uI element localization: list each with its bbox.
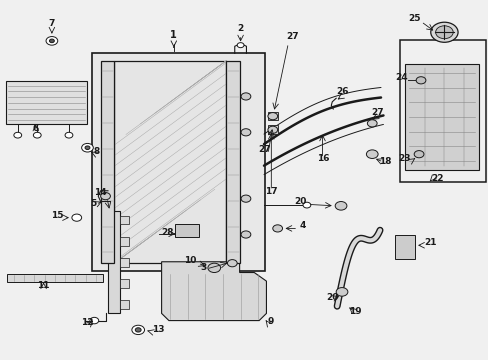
Circle shape bbox=[366, 150, 377, 158]
Bar bbox=[267, 112, 277, 121]
Text: 14: 14 bbox=[94, 188, 107, 197]
Text: 27: 27 bbox=[370, 108, 383, 117]
Circle shape bbox=[33, 132, 41, 138]
Circle shape bbox=[366, 120, 376, 127]
Circle shape bbox=[81, 143, 93, 152]
Text: 19: 19 bbox=[348, 307, 361, 316]
Text: 26: 26 bbox=[335, 87, 347, 96]
Text: 22: 22 bbox=[430, 174, 443, 183]
Bar bbox=[226, 60, 240, 263]
Circle shape bbox=[334, 202, 346, 210]
Text: 11: 11 bbox=[37, 281, 50, 290]
Text: 2: 2 bbox=[237, 24, 243, 33]
Bar bbox=[405, 64, 478, 170]
Circle shape bbox=[227, 260, 237, 267]
Circle shape bbox=[272, 225, 282, 232]
Text: 24: 24 bbox=[395, 73, 407, 82]
Text: 13: 13 bbox=[152, 325, 164, 334]
Text: 17: 17 bbox=[264, 186, 277, 195]
Bar bbox=[399, 40, 486, 182]
Bar bbox=[101, 60, 114, 263]
Text: 20: 20 bbox=[325, 293, 338, 302]
Circle shape bbox=[132, 325, 144, 334]
Circle shape bbox=[14, 132, 21, 138]
Circle shape bbox=[413, 150, 423, 158]
Bar bbox=[92, 53, 265, 271]
Text: 27: 27 bbox=[285, 32, 298, 41]
Text: 6: 6 bbox=[33, 123, 39, 132]
Circle shape bbox=[303, 202, 310, 208]
Circle shape bbox=[241, 231, 250, 238]
Bar bbox=[114, 60, 226, 263]
Text: 9: 9 bbox=[267, 317, 274, 326]
Text: 28: 28 bbox=[161, 228, 173, 237]
Circle shape bbox=[237, 42, 244, 48]
Text: 12: 12 bbox=[81, 318, 94, 327]
Bar bbox=[120, 237, 129, 246]
Bar bbox=[120, 216, 129, 225]
Text: 1: 1 bbox=[170, 30, 177, 40]
Bar bbox=[6, 274, 103, 282]
Text: 5: 5 bbox=[90, 199, 96, 208]
Text: 4: 4 bbox=[299, 221, 305, 230]
Text: 10: 10 bbox=[184, 256, 196, 265]
Text: 18: 18 bbox=[378, 157, 390, 166]
Circle shape bbox=[241, 195, 250, 202]
Circle shape bbox=[65, 132, 73, 138]
Text: 7: 7 bbox=[49, 19, 55, 28]
Text: 3: 3 bbox=[200, 264, 206, 273]
Bar bbox=[120, 279, 129, 288]
Text: 25: 25 bbox=[407, 14, 420, 23]
Bar bbox=[394, 234, 414, 259]
Circle shape bbox=[101, 193, 110, 200]
Circle shape bbox=[90, 318, 99, 324]
Circle shape bbox=[85, 146, 90, 149]
Text: 15: 15 bbox=[50, 211, 63, 220]
Circle shape bbox=[72, 214, 81, 221]
Circle shape bbox=[415, 77, 425, 84]
Circle shape bbox=[135, 328, 141, 332]
Bar bbox=[175, 224, 198, 237]
Circle shape bbox=[46, 37, 58, 45]
Text: 20: 20 bbox=[293, 197, 305, 206]
Bar bbox=[120, 258, 129, 267]
Bar bbox=[267, 126, 277, 134]
Text: 16: 16 bbox=[317, 154, 329, 163]
Circle shape bbox=[241, 129, 250, 136]
Circle shape bbox=[267, 126, 277, 134]
Text: 21: 21 bbox=[423, 238, 436, 247]
Circle shape bbox=[435, 26, 452, 39]
Text: 8: 8 bbox=[93, 147, 99, 156]
Circle shape bbox=[267, 113, 277, 120]
Circle shape bbox=[430, 22, 457, 42]
Text: 27: 27 bbox=[258, 145, 271, 154]
Polygon shape bbox=[161, 262, 266, 320]
Circle shape bbox=[241, 93, 250, 100]
Text: 23: 23 bbox=[397, 154, 409, 163]
Bar bbox=[5, 81, 87, 125]
Circle shape bbox=[49, 39, 54, 42]
Circle shape bbox=[335, 288, 347, 296]
Bar bbox=[120, 300, 129, 309]
Circle shape bbox=[207, 263, 220, 273]
Bar bbox=[108, 211, 120, 314]
